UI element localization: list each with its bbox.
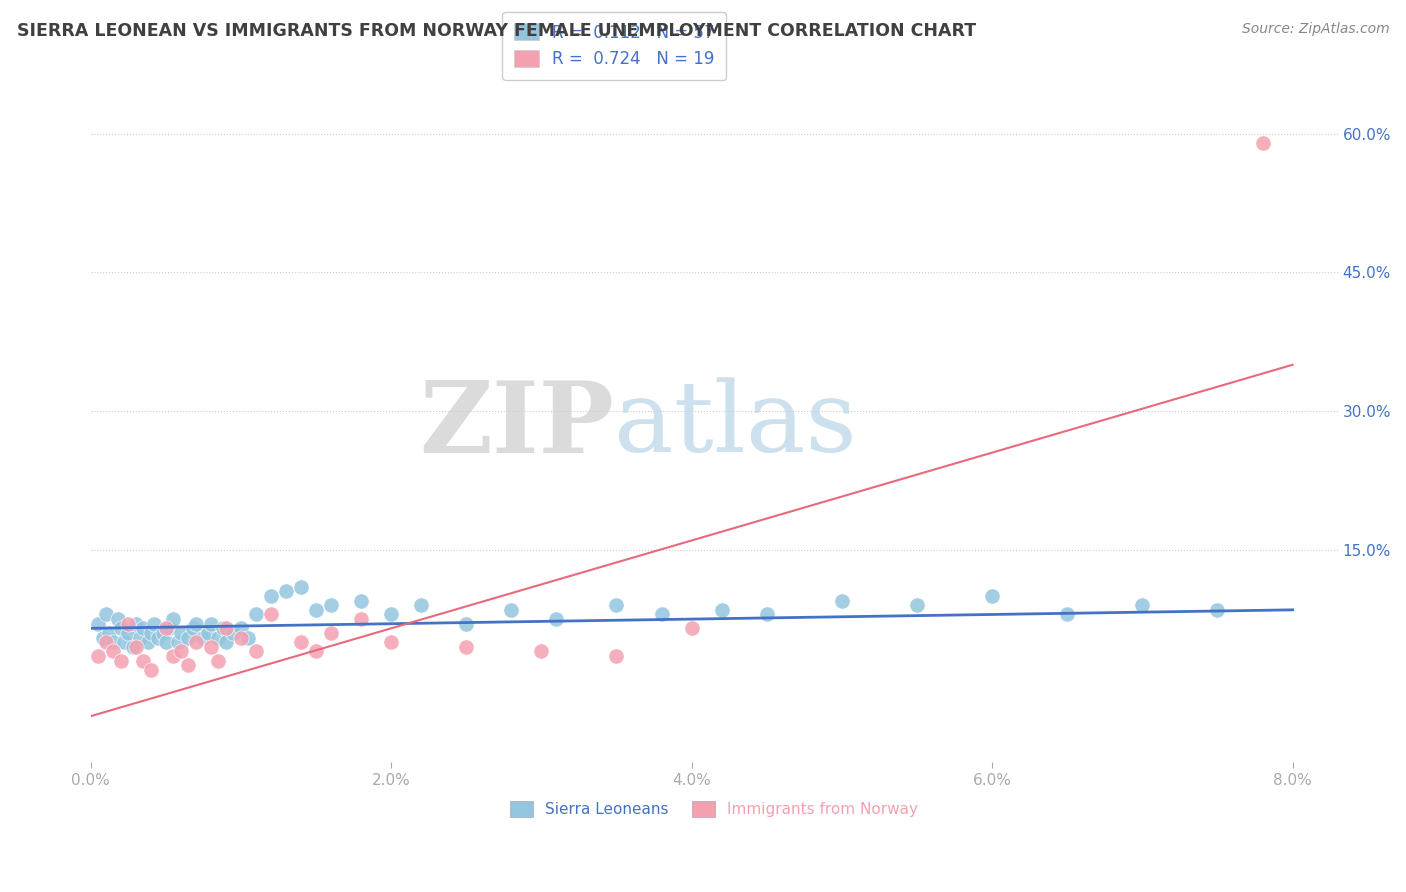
Point	[155, 635, 177, 649]
Point	[229, 621, 252, 635]
Point	[170, 626, 193, 640]
Point	[755, 607, 778, 622]
Point	[193, 631, 215, 645]
Point	[211, 621, 233, 635]
Point	[831, 593, 853, 607]
Point	[207, 631, 229, 645]
Point	[94, 607, 117, 622]
Point	[132, 654, 155, 668]
Point	[162, 612, 184, 626]
Point	[238, 631, 260, 645]
Point	[905, 598, 928, 612]
Point	[200, 616, 222, 631]
Point	[101, 635, 124, 649]
Point	[981, 589, 1004, 603]
Text: SIERRA LEONEAN VS IMMIGRANTS FROM NORWAY FEMALE UNEMPLOYMENT CORRELATION CHART: SIERRA LEONEAN VS IMMIGRANTS FROM NORWAY…	[17, 22, 976, 40]
Point	[139, 663, 162, 677]
Point	[139, 626, 162, 640]
Point	[350, 593, 373, 607]
Point	[110, 621, 132, 635]
Point	[681, 621, 703, 635]
Point	[207, 654, 229, 668]
Point	[155, 621, 177, 635]
Point	[87, 616, 110, 631]
Point	[87, 649, 110, 664]
Point	[530, 644, 553, 658]
Point	[305, 644, 328, 658]
Point	[710, 603, 733, 617]
Point	[605, 649, 627, 664]
Point	[125, 640, 148, 654]
Point	[197, 626, 219, 640]
Point	[1206, 603, 1229, 617]
Point	[148, 631, 170, 645]
Point	[380, 635, 402, 649]
Point	[260, 589, 283, 603]
Point	[215, 635, 238, 649]
Point	[162, 649, 184, 664]
Point	[112, 635, 135, 649]
Point	[157, 621, 180, 635]
Point	[456, 640, 478, 654]
Point	[605, 598, 627, 612]
Point	[170, 644, 193, 658]
Point	[97, 626, 120, 640]
Point	[117, 616, 139, 631]
Point	[132, 621, 155, 635]
Point	[245, 644, 267, 658]
Point	[129, 631, 152, 645]
Point	[290, 635, 312, 649]
Point	[274, 584, 297, 599]
Point	[152, 626, 174, 640]
Point	[1130, 598, 1153, 612]
Point	[121, 640, 143, 654]
Point	[1056, 607, 1078, 622]
Point	[177, 658, 200, 673]
Point	[456, 616, 478, 631]
Point	[411, 598, 433, 612]
Point	[222, 626, 245, 640]
Point	[319, 626, 342, 640]
Point	[319, 598, 342, 612]
Legend: Sierra Leoneans, Immigrants from Norway: Sierra Leoneans, Immigrants from Norway	[502, 794, 925, 825]
Point	[107, 612, 129, 626]
Point	[177, 631, 200, 645]
Point	[101, 644, 124, 658]
Text: ZIP: ZIP	[419, 376, 614, 474]
Point	[200, 640, 222, 654]
Point	[260, 607, 283, 622]
Point	[125, 616, 148, 631]
Point	[305, 603, 328, 617]
Point	[350, 612, 373, 626]
Point	[94, 635, 117, 649]
Point	[181, 621, 204, 635]
Text: atlas: atlas	[614, 377, 858, 473]
Point	[136, 635, 159, 649]
Point	[290, 580, 312, 594]
Point	[142, 616, 165, 631]
Point	[117, 626, 139, 640]
Point	[501, 603, 523, 617]
Point	[546, 612, 568, 626]
Point	[245, 607, 267, 622]
Point	[380, 607, 402, 622]
Point	[184, 635, 207, 649]
Point	[215, 621, 238, 635]
Point	[91, 631, 114, 645]
Text: Source: ZipAtlas.com: Source: ZipAtlas.com	[1241, 22, 1389, 37]
Point	[184, 616, 207, 631]
Point	[1251, 136, 1274, 150]
Point	[229, 631, 252, 645]
Point	[651, 607, 673, 622]
Point	[110, 654, 132, 668]
Point	[166, 635, 188, 649]
